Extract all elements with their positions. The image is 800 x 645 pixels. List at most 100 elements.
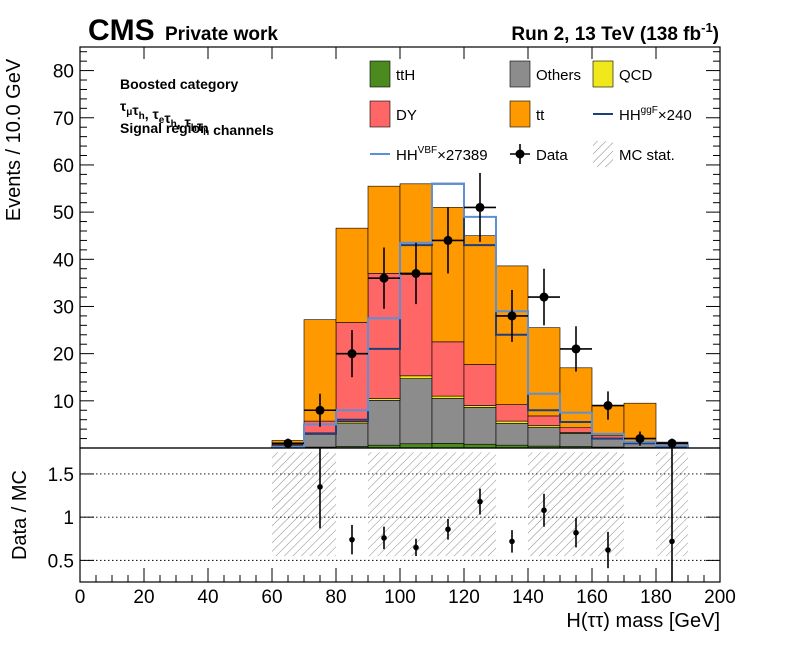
legend-label: QCD — [619, 67, 653, 84]
ratio-marker — [381, 535, 387, 541]
x-tick-label: 0 — [75, 587, 86, 608]
mc-stat-band — [272, 452, 336, 556]
legend-item-hhvbf: HHVBF×27389 — [370, 145, 488, 164]
y-tick-label: 20 — [53, 345, 74, 366]
data-marker — [476, 203, 485, 212]
legend-swatch — [510, 61, 530, 87]
stack-bar-others — [496, 423, 528, 445]
stack-bar-dy — [496, 405, 528, 422]
ratio-y-tick-label: 1 — [63, 508, 74, 529]
legend-swatch — [593, 61, 613, 87]
legend-label: ttH — [396, 67, 415, 84]
data-point — [464, 173, 496, 242]
ratio-y-axis-title: Data / MC — [9, 470, 31, 560]
stack-bar-qcd — [496, 421, 528, 423]
legend-item-tt: tt — [510, 101, 545, 127]
x-tick-label: 140 — [512, 587, 544, 608]
private-work-label: Private work — [165, 24, 278, 45]
data-marker — [412, 269, 421, 278]
stack-bar-others — [432, 398, 464, 443]
legend-label: tt — [536, 107, 545, 124]
stack-bar-tt — [560, 368, 592, 428]
legend-item-hhggf: HHggF×240 — [593, 105, 692, 124]
data-marker — [348, 349, 357, 358]
ratio-marker — [349, 537, 355, 543]
stack-bar-dy — [560, 428, 592, 433]
legend-item-qcd: QCD — [593, 61, 653, 87]
stack-bar-tt — [336, 228, 368, 322]
data-marker — [380, 274, 389, 283]
ratio-marker — [317, 484, 323, 490]
stack-bar-others — [528, 427, 560, 446]
data-marker — [444, 236, 453, 245]
legend-swatch-marker — [516, 150, 525, 159]
legend-item-mcstat: MC stat. — [593, 141, 675, 167]
data-point — [560, 326, 592, 371]
legend-label: HHVBF×27389 — [396, 145, 488, 164]
ratio-marker — [477, 499, 483, 505]
cms-label: CMS — [88, 14, 155, 47]
y-tick-label: 40 — [53, 250, 74, 271]
data-marker — [604, 401, 613, 410]
stack-bar-dy — [528, 416, 560, 425]
stack-bar-others — [336, 423, 368, 447]
data-marker — [284, 439, 293, 448]
stack-bar-others — [368, 400, 400, 445]
ratio-marker — [605, 547, 611, 553]
legend-swatch — [510, 101, 530, 127]
data-marker — [316, 406, 325, 415]
mc-stat-band — [368, 452, 496, 556]
y-axis-title: Events / 10.0 GeV — [3, 58, 25, 221]
ratio-marker — [573, 530, 579, 536]
stack-bar-dy — [464, 364, 496, 405]
y-tick-label: 10 — [53, 392, 74, 413]
y-tick-label: 50 — [53, 203, 74, 224]
x-tick-label: 20 — [133, 587, 154, 608]
stack-bar-tth — [432, 443, 464, 448]
stack-bar-qcd — [400, 376, 432, 379]
legend-item-others: Others — [510, 61, 581, 87]
legend-label: Data — [536, 147, 568, 164]
data-point — [528, 269, 560, 326]
stack-bar-tth — [400, 444, 432, 448]
x-tick-label: 40 — [197, 587, 218, 608]
stack-bar-dy — [432, 342, 464, 396]
legend-label: MC stat. — [619, 147, 675, 164]
stack-bar-others — [464, 407, 496, 444]
y-tick-label: 30 — [53, 297, 74, 318]
legend: ttH Others QCD DY tt HHggF×240 HHVBF×27389 Data… — [370, 61, 692, 167]
legend-item-dy: DY — [370, 101, 417, 127]
stack-bar-others — [304, 434, 336, 447]
legend-label: HHggF×240 — [619, 105, 692, 124]
ratio-marker — [509, 539, 515, 545]
y-tick-label: 60 — [53, 156, 74, 177]
x-tick-label: 60 — [261, 587, 282, 608]
data-marker — [668, 439, 677, 448]
ratio-point — [349, 525, 355, 554]
ratio-y-tick-label: 0.5 — [48, 551, 74, 572]
legend-item-tth: ttH — [370, 61, 415, 87]
stack-bar-others — [592, 439, 624, 447]
ratio-marker — [445, 526, 451, 532]
ratio-y-tick-label: 1.5 — [48, 465, 74, 486]
legend-label: DY — [396, 107, 417, 124]
data-marker — [572, 344, 581, 353]
x-tick-label: 160 — [576, 587, 608, 608]
stack-bar-qcd — [432, 396, 464, 398]
stack-bar-tt — [528, 328, 560, 416]
x-tick-label: 100 — [384, 587, 416, 608]
data-marker — [540, 293, 549, 302]
stack-bar-others — [400, 379, 432, 444]
y-tick-label: 80 — [53, 62, 74, 83]
x-tick-label: 180 — [640, 587, 672, 608]
stack-bar-tt — [464, 236, 496, 365]
legend-item-data: Data — [510, 144, 568, 164]
legend-swatch — [370, 61, 390, 87]
x-tick-label: 200 — [704, 587, 736, 608]
stack-bar-others — [560, 433, 592, 446]
ratio-marker — [413, 545, 419, 551]
category-line1: Boosted category — [120, 76, 238, 92]
